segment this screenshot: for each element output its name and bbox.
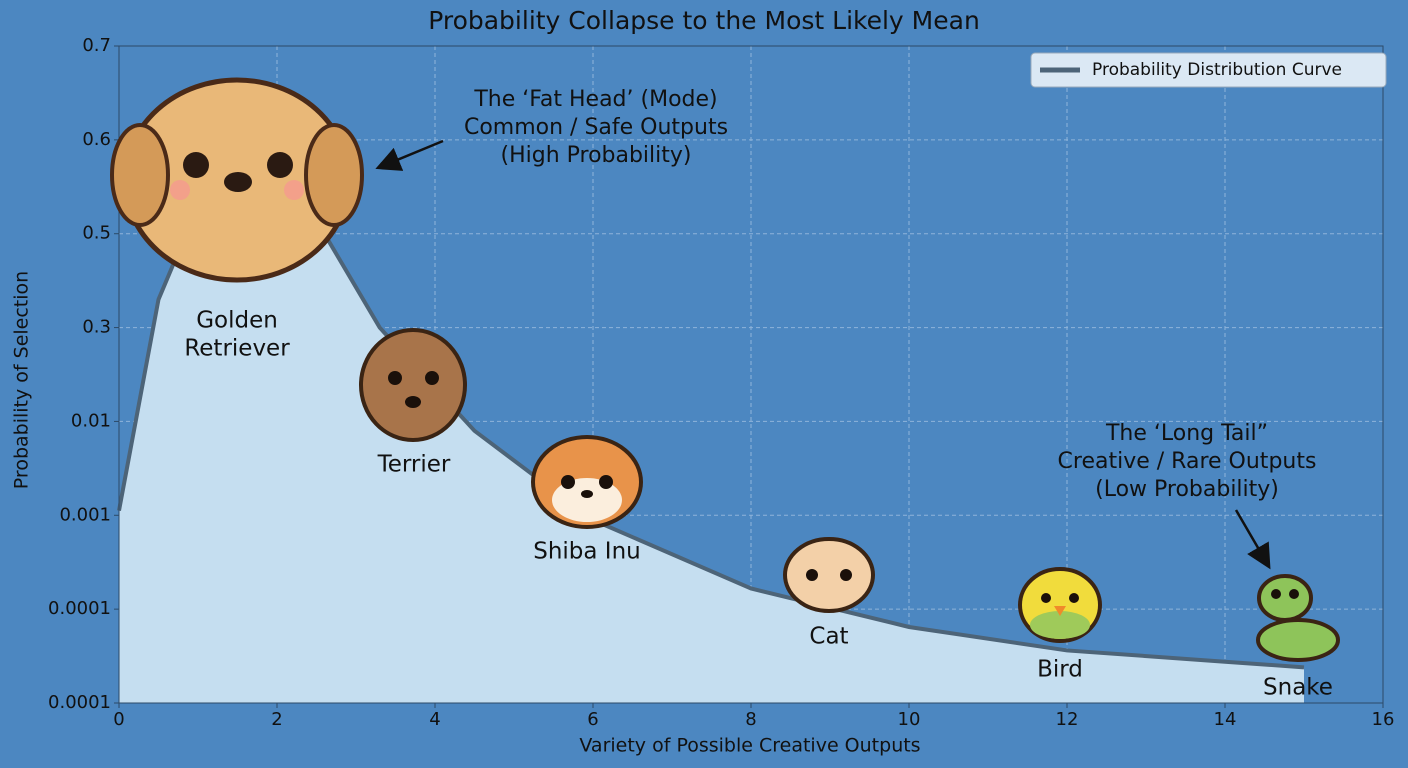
y-tick-label: 0.7 [82, 35, 111, 56]
x-tick-label: 10 [898, 709, 921, 730]
y-tick-label: 0.5 [82, 223, 111, 244]
x-tick-label: 0 [113, 709, 124, 730]
annotation-arrow [375, 139, 444, 171]
annotation: Common / Safe Outputs [464, 115, 728, 140]
annotation: The ‘Fat Head’ (Mode) [473, 87, 717, 112]
shiba-inu-icon [531, 435, 643, 529]
y-tick-label: 0.3 [82, 317, 111, 338]
point-label: Cat [809, 624, 848, 650]
y-tick-label: 0.6 [82, 129, 111, 150]
chart-title: Probability Collapse to the Most Likely … [428, 6, 980, 35]
annotation: (High Probability) [500, 143, 691, 168]
x-tick-label: 14 [1214, 709, 1237, 730]
snake-icon [1256, 574, 1340, 662]
y-tick-label: 0.0001 [48, 598, 111, 619]
annotation: (Low Probability) [1095, 477, 1279, 502]
y-axis-label: Probability of Selection [11, 271, 33, 489]
x-tick-label: 12 [1056, 709, 1079, 730]
x-axis-label: Variety of Possible Creative Outputs [579, 735, 920, 757]
grid: 0 2 4 6 8 10 12 14 16 0.0001 0.0001 0.001 0.01 0.3 0.5… [48, 35, 1394, 730]
golden-retriever-icon [110, 77, 364, 283]
point-label: Bird [1037, 657, 1083, 683]
cat-icon [783, 537, 875, 613]
point-label: Snake [1263, 675, 1333, 701]
point-label: Shiba Inu [533, 539, 641, 565]
x-tick-label: 4 [429, 709, 440, 730]
annotation-arrow [1234, 509, 1271, 570]
annotation: Creative / Rare Outputs [1058, 449, 1317, 474]
plot-frame [118, 45, 1384, 704]
x-tick-label: 6 [587, 709, 598, 730]
terrier-icon [359, 328, 467, 442]
point-label: Golden [196, 308, 278, 334]
y-tick-label: 0.01 [71, 410, 111, 431]
annotations: The ‘Fat Head’ (Mode) Common / Safe Outpu… [184, 87, 1333, 701]
legend: Probability Distribution Curve [1030, 52, 1387, 88]
area [119, 121, 1304, 704]
legend-label: Probability Distribution Curve [1092, 60, 1342, 80]
x-tick-label: 16 [1372, 709, 1395, 730]
y-tick-label: 0.0001 [48, 692, 111, 713]
annotation: The ‘Long Tail” [1105, 421, 1268, 446]
point-label: Terrier [377, 452, 451, 478]
y-tick-label: 0.001 [59, 504, 111, 525]
x-tick-label: 8 [745, 709, 756, 730]
bird-icon [1018, 567, 1102, 643]
x-tick-label: 2 [271, 709, 282, 730]
icons [110, 77, 1340, 662]
legend-box [1030, 52, 1387, 88]
point-label: Retriever [184, 336, 290, 362]
